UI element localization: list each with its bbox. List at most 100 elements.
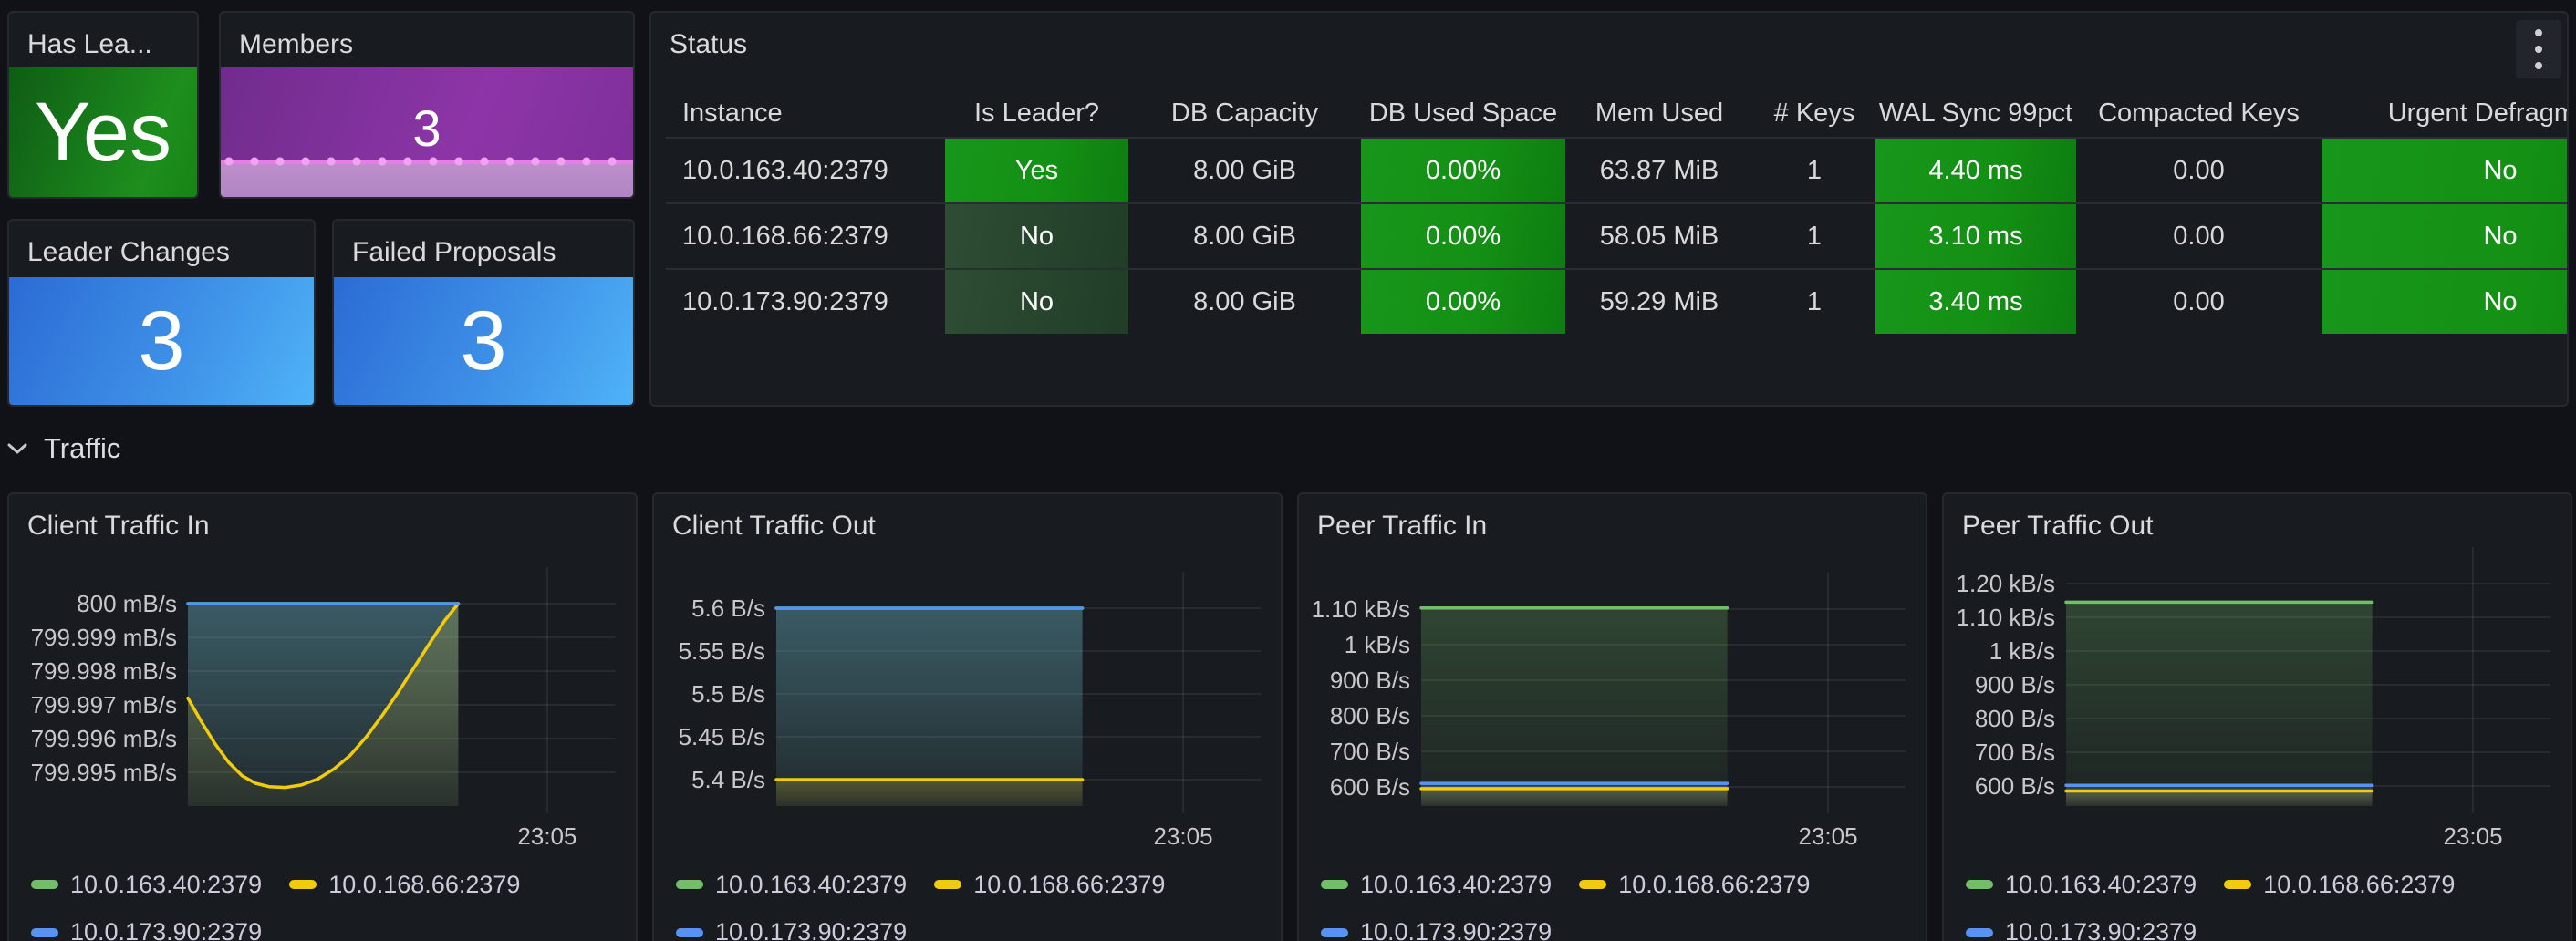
cell-db-used: 0.00% [1361,204,1565,268]
cell-wal-sync: 3.40 ms [1875,270,2076,334]
column-header[interactable]: Mem Used [1594,98,1724,128]
svg-text:1 kB/s: 1 kB/s [1989,637,2055,665]
svg-text:23:05: 23:05 [1154,822,1213,850]
cell-urgent-defragment: No [2322,270,2567,334]
legend-item[interactable]: 10.0.163.40:2379 [31,863,262,907]
cell-urgent-defragment: No [2322,204,2567,268]
cell-keys: 1 [1806,155,1823,185]
legend-item[interactable]: 10.0.163.40:2379 [1966,863,2197,907]
stat-background: 3 [9,277,314,405]
cell-is-leader: No [945,270,1128,334]
chart-plot[interactable]: 1.20 kB/s 1.10 kB/s 1 kB/s 900 B/s 800 B/s 70… [1944,494,2571,941]
chart-legend: 10.0.163.40:2379 10.0.168.66:2379 10.0.173… [1966,859,2531,941]
stat-value: 3 [460,295,507,388]
panel-client-traffic-in: 800 mB/s 799.999 mB/s 799.998 mB/s 799.997 … [7,492,638,941]
svg-text:1.10 kB/s: 1.10 kB/s [1312,595,1410,623]
column-header[interactable]: Is Leader? [973,98,1100,128]
column-header[interactable]: WAL Sync 99pct [1878,98,2073,128]
stat-value: Yes [34,86,172,179]
svg-text:1.20 kB/s: 1.20 kB/s [1957,570,2055,597]
cell-compacted-keys: 0.00 [2173,221,2225,251]
svg-text:23:05: 23:05 [517,822,576,850]
cell-is-leader: Yes [945,139,1128,202]
cell-instance: 10.0.173.90:2379 [682,286,888,316]
panel-title[interactable]: Peer Traffic In [1317,511,1488,541]
panel-title[interactable]: Peer Traffic Out [1962,511,2154,541]
legend-label: 10.0.168.66:2379 [328,870,521,898]
cell-compacted-keys: 0.00 [2173,286,2225,316]
legend-item[interactable]: 10.0.173.90:2379 [676,910,907,941]
legend-swatch-icon [289,880,317,889]
column-header[interactable]: Urgent Defragment [2387,98,2567,128]
panel-status: Status Instance Is Leader? DB Capacity D… [649,11,2569,407]
column-header[interactable]: DB Used Space [1368,98,1558,128]
panel-title[interactable]: Status [670,29,748,59]
svg-text:700 B/s: 700 B/s [1330,738,1410,765]
svg-text:23:05: 23:05 [1799,822,1858,850]
section-header-traffic[interactable]: Traffic [7,421,646,476]
legend-swatch-icon [676,880,703,889]
svg-text:799.999 mB/s: 799.999 mB/s [31,624,177,651]
legend-item[interactable]: 10.0.168.66:2379 [2224,863,2455,907]
legend-swatch-icon [934,880,962,889]
status-table: Instance Is Leader? DB Capacity DB Used … [666,89,2567,334]
legend-item[interactable]: 10.0.163.40:2379 [676,863,907,907]
column-header[interactable]: Instance [682,98,783,128]
svg-text:1 kB/s: 1 kB/s [1345,631,1410,658]
legend-item[interactable]: 10.0.173.90:2379 [31,910,262,941]
legend-item[interactable]: 10.0.173.90:2379 [1966,910,2197,941]
legend-swatch-icon [1579,880,1607,889]
cell-mem-used: 63.87 MiB [1599,155,1719,185]
chart-plot[interactable]: 5.6 B/s 5.55 B/s 5.5 B/s 5.45 B/s 5.4 B/s 23:… [654,494,1281,941]
legend-item[interactable]: 10.0.168.66:2379 [934,863,1165,907]
cell-wal-sync: 4.40 ms [1875,139,2076,202]
panel-title[interactable]: Client Traffic In [27,511,210,541]
panel-title[interactable]: Failed Proposals [352,237,556,267]
svg-text:5.6 B/s: 5.6 B/s [691,595,765,622]
svg-text:5.45 B/s: 5.45 B/s [679,723,765,750]
legend-swatch-icon [2224,880,2252,889]
svg-text:799.996 mB/s: 799.996 mB/s [31,725,177,752]
svg-text:700 B/s: 700 B/s [1975,739,2055,766]
svg-text:800 B/s: 800 B/s [1330,702,1410,729]
legend-item[interactable]: 10.0.168.66:2379 [289,863,520,907]
cell-instance: 10.0.163.40:2379 [682,155,888,185]
column-header[interactable]: DB Capacity [1170,98,1319,128]
column-header[interactable]: Compacted Keys [2098,98,2300,128]
panel-title[interactable]: Members [239,29,354,59]
panel-title[interactable]: Client Traffic Out [672,511,876,541]
cell-keys: 1 [1806,221,1823,251]
chart-svg: 1.20 kB/s 1.10 kB/s 1 kB/s 900 B/s 800 B/s 70… [1957,547,2550,850]
column-header[interactable]: # Keys [1773,98,1855,128]
legend-label: 10.0.168.66:2379 [2263,870,2456,898]
chart-plot[interactable]: 800 mB/s 799.999 mB/s 799.998 mB/s 799.997 … [9,494,636,941]
legend-label: 10.0.168.66:2379 [973,870,1166,898]
cell-db-used: 0.00% [1361,139,1565,202]
panel-members: Members 3 [219,11,635,199]
legend-label: 10.0.173.90:2379 [1360,918,1553,941]
chart-legend: 10.0.163.40:2379 10.0.168.66:2379 10.0.173… [31,859,597,941]
table-row: 10.0.168.66:2379 No 8.00 GiB 0.00% 58.05… [666,202,2567,268]
svg-text:23:05: 23:05 [2444,822,2503,850]
legend-label: 10.0.163.40:2379 [1360,870,1553,898]
chart-legend: 10.0.163.40:2379 10.0.168.66:2379 10.0.173… [1321,859,1886,941]
svg-text:800 mB/s: 800 mB/s [77,590,177,617]
panel-title[interactable]: Has Lea... [27,29,152,59]
legend-item[interactable]: 10.0.168.66:2379 [1579,863,1810,907]
stat-background: 3 [221,67,633,197]
sparkline-points [224,157,633,166]
panel-client-traffic-out: 5.6 B/s 5.55 B/s 5.5 B/s 5.45 B/s 5.4 B/s 23:… [652,492,1283,941]
panel-menu-kebab-icon[interactable] [2516,20,2561,78]
cell-mem-used: 58.05 MiB [1599,221,1719,251]
stat-background: Yes [9,67,197,197]
panel-title[interactable]: Leader Changes [27,237,230,267]
svg-text:600 B/s: 600 B/s [1330,773,1410,801]
cell-instance: 10.0.168.66:2379 [682,221,888,251]
legend-item[interactable]: 10.0.163.40:2379 [1321,863,1552,907]
chart-plot[interactable]: 1.10 kB/s 1 kB/s 900 B/s 800 B/s 700 B/s 600 … [1299,494,1926,941]
legend-item[interactable]: 10.0.173.90:2379 [1321,910,1552,941]
legend-label: 10.0.173.90:2379 [70,918,263,941]
svg-text:799.995 mB/s: 799.995 mB/s [31,759,177,786]
chevron-down-icon [7,442,27,455]
legend-label: 10.0.173.90:2379 [2005,918,2197,941]
